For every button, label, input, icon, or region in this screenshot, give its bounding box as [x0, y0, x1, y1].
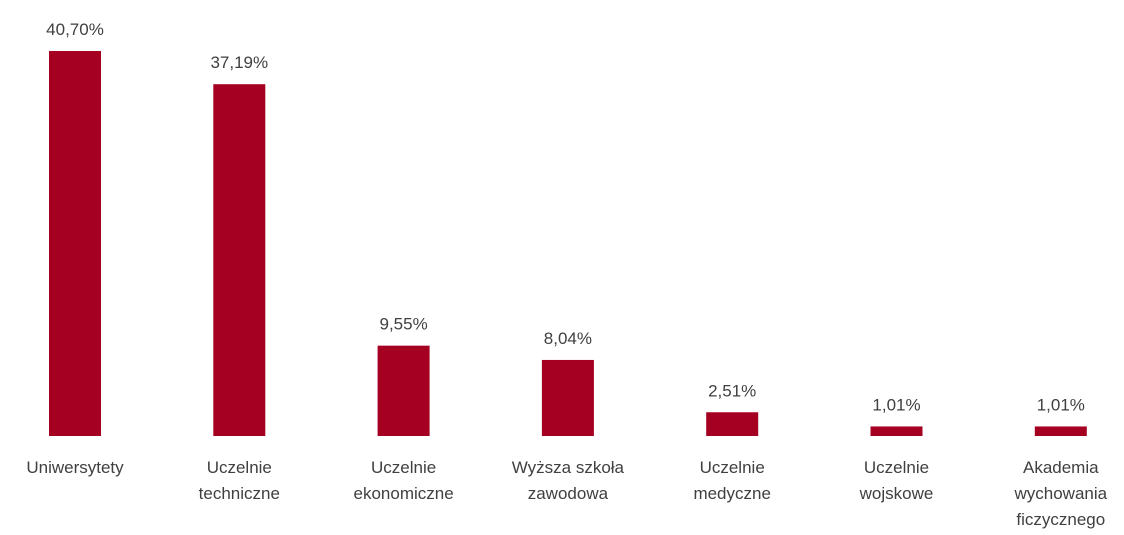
value-label: 9,55% — [379, 315, 427, 334]
value-label: 2,51% — [708, 381, 756, 400]
bar — [1034, 426, 1087, 436]
x-tick-label: Uczelnie wojskowe — [859, 458, 934, 503]
bar — [870, 426, 923, 436]
x-tick-label: Uczelnie techniczne — [198, 458, 280, 503]
value-label: 37,19% — [210, 53, 268, 72]
value-label: 1,01% — [1037, 395, 1085, 414]
value-label: 8,04% — [544, 329, 592, 348]
x-tick-label: Wyższa szkoła zawodowa — [511, 458, 625, 503]
x-tick-label: Uczelnie ekonomiczne — [353, 458, 454, 503]
x-tick-label: Uczelnie medyczne — [693, 458, 771, 503]
value-label: 40,70% — [46, 20, 104, 39]
value-label: 1,01% — [872, 395, 920, 414]
x-tick-label: Akademia wychowania ficzycznego — [1014, 458, 1108, 529]
bar — [49, 51, 101, 436]
bar — [213, 84, 266, 437]
bar — [706, 412, 759, 436]
bar — [541, 359, 594, 436]
bar — [377, 345, 430, 436]
x-tick-label: Uniwersytety — [26, 458, 124, 477]
